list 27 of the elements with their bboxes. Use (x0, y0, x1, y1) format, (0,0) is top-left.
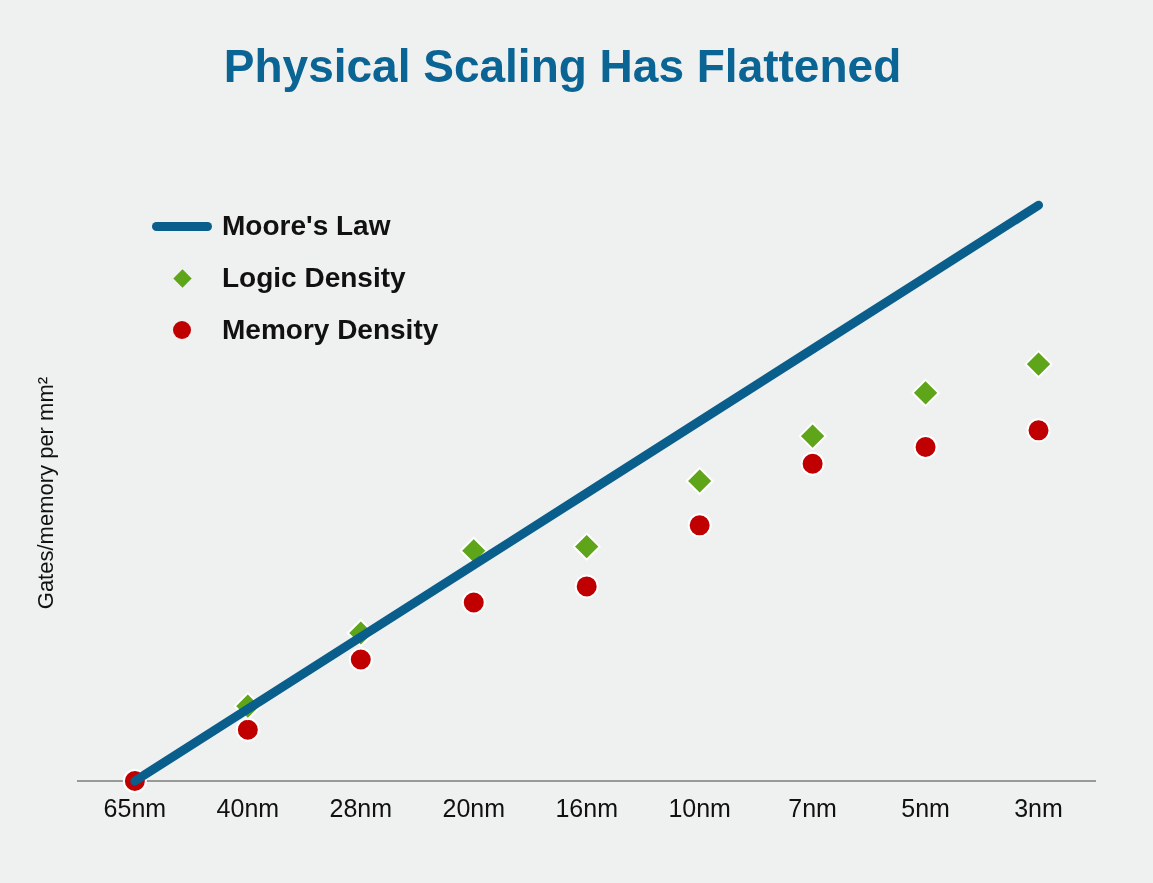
x-tick-label: 28nm (329, 793, 393, 822)
point (348, 647, 373, 672)
x-tick-label: 5nm (901, 793, 950, 822)
chart-title: Physical Scaling Has Flattened (223, 40, 902, 93)
y-axis-title: Gates/memory per mm² (33, 376, 59, 610)
x-tick-label: 10nm (668, 793, 731, 822)
x-tick-label: 40nm (216, 793, 280, 822)
point (798, 422, 827, 451)
legend-label: Logic Density (222, 262, 406, 294)
point (911, 378, 940, 407)
point (1026, 418, 1051, 443)
point (687, 513, 712, 538)
point (461, 590, 486, 615)
x-tick-label: 16nm (555, 793, 618, 822)
point (574, 574, 599, 599)
x-tick-label: 3nm (1014, 793, 1063, 822)
point (1024, 350, 1053, 379)
point (572, 532, 601, 561)
point (685, 467, 714, 496)
point (800, 451, 825, 476)
legend-label: Moore's Law (222, 210, 391, 242)
legend-label: Memory Density (222, 314, 439, 346)
point (235, 717, 260, 742)
x-tick-label: 7nm (788, 793, 837, 822)
x-tick-label: 65nm (103, 793, 167, 822)
x-tick-label: 20nm (442, 793, 506, 822)
point (913, 435, 938, 460)
